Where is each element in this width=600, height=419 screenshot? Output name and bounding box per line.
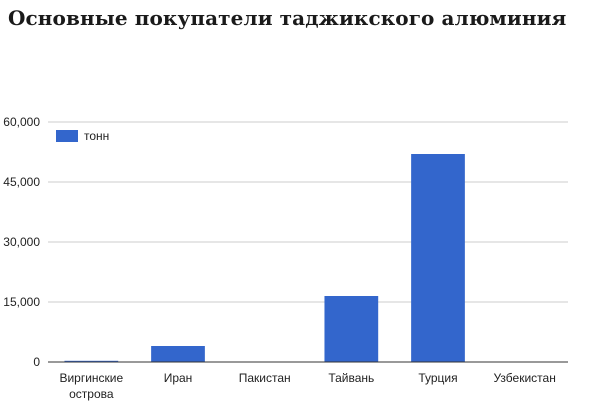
x-tick-label: Пакистан (239, 371, 291, 385)
x-axis-labels: Виргинские острова Иран Пакистан Тайвань Турц… (59, 371, 555, 401)
y-tick-label: 0 (33, 355, 40, 369)
y-tick-label: 30,000 (3, 235, 40, 249)
x-tick-label: Виргинские острова (59, 371, 123, 401)
gridlines (48, 121, 568, 303)
legend-swatch (56, 130, 78, 142)
bars (64, 154, 465, 362)
x-tick-label: Узбекистан (493, 371, 555, 385)
bar (64, 360, 119, 362)
chart-title: Основные покупатели таджикского алюминия (8, 6, 567, 30)
bar (324, 296, 379, 362)
x-tick-label: Иран (164, 371, 193, 385)
x-tick-label: Турция (418, 371, 457, 385)
x-tick-label: Тайвань (328, 371, 374, 385)
y-tick-label: 15,000 (3, 295, 40, 309)
bar (151, 346, 205, 362)
y-axis-ticks: 0 15,000 30,000 45,000 60,000 (3, 115, 40, 369)
bar (411, 154, 465, 362)
y-tick-label: 60,000 (3, 115, 40, 129)
legend-label: тонн (84, 129, 109, 143)
y-tick-label: 45,000 (3, 175, 40, 189)
legend: тонн (56, 129, 109, 143)
